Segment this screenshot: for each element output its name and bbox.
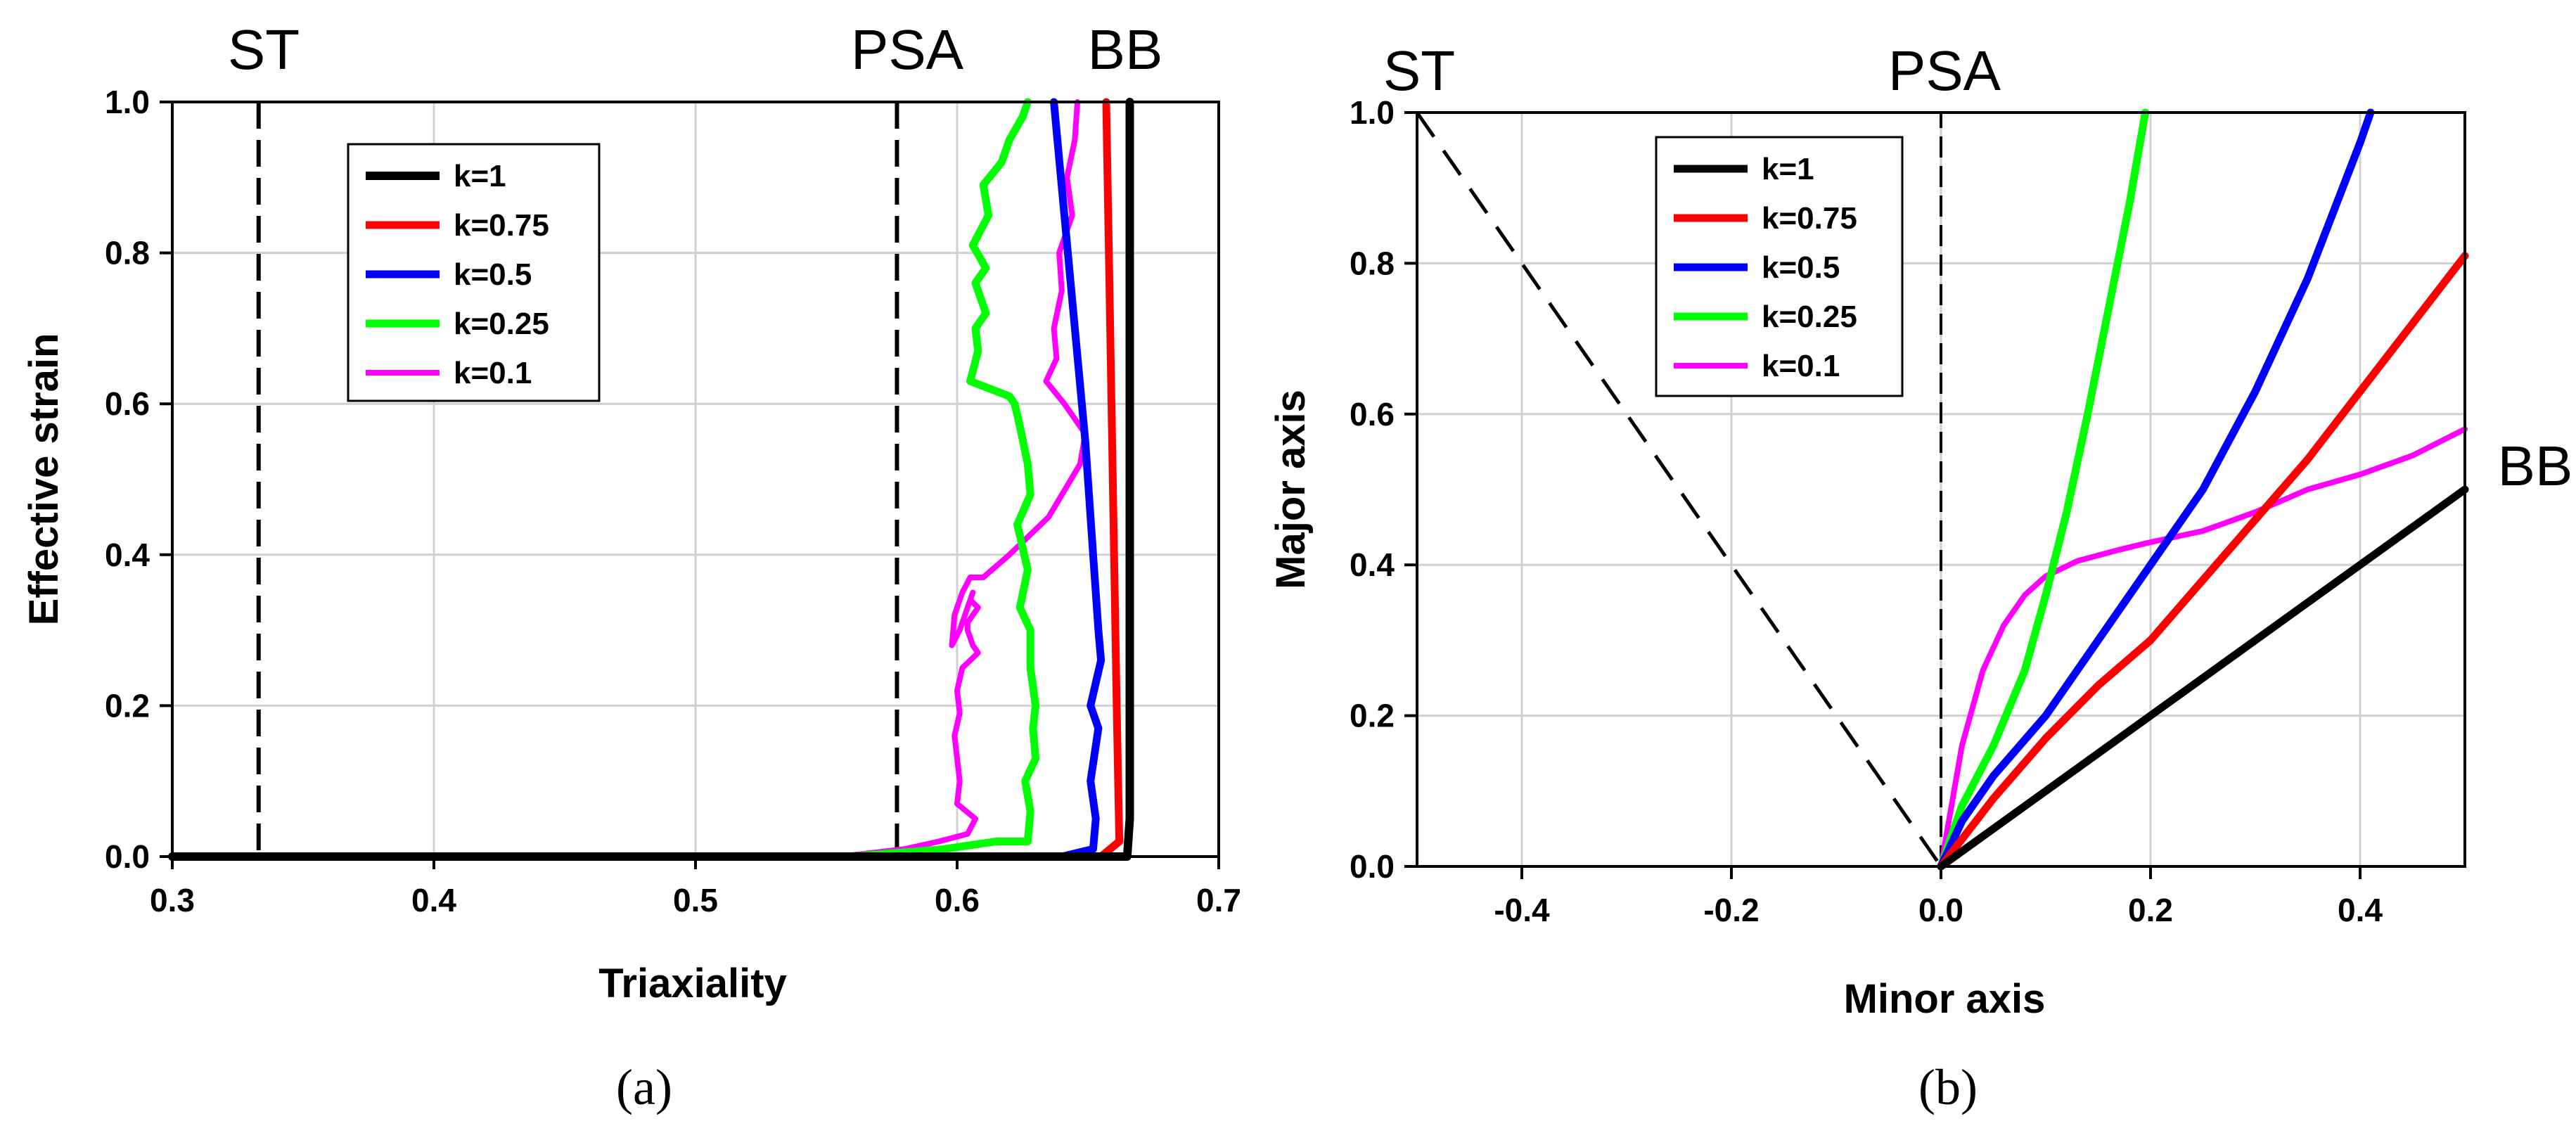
legend-label: k=0.75 (1762, 201, 1857, 236)
y-tick-label: 0.8 (1350, 245, 1395, 281)
y-axis-title: Major axis (1268, 390, 1314, 589)
y-tick-label: 0.4 (105, 537, 150, 573)
legend-label: k=0.5 (454, 257, 532, 292)
y-tick-label: 0.2 (105, 687, 150, 724)
y-tick-label: 0.8 (105, 235, 150, 271)
legend-label: k=0.75 (454, 208, 549, 243)
x-tick-label: 0.4 (411, 882, 456, 918)
y-tick-label: 0.0 (105, 838, 150, 875)
series-line-k-0-5 (1937, 108, 2375, 871)
annotation-label-st: ST (1383, 39, 1455, 102)
panel-b-chart: -0.4 -0.2 0.0 0.2 0.4 0.0 0.2 0.4 0.6 0.8 1.0ST PSA… (1268, 39, 2572, 1022)
y-tick-label: 0.0 (1350, 848, 1395, 885)
x-tick-label: -0.4 (1494, 892, 1550, 928)
annotation-label-bb: BB (2498, 435, 2573, 497)
y-tick-label: 0.2 (1350, 698, 1395, 734)
x-tick-label: 0.5 (673, 882, 718, 918)
panel-b-caption: (b) (1918, 1059, 1978, 1115)
legend-label: k=0.1 (1762, 349, 1840, 383)
series-line-k-1 (1937, 485, 2469, 871)
x-axis-title: Minor axis (1844, 976, 2046, 1022)
legend-label: k=1 (454, 159, 506, 193)
y-tick-label: 0.6 (105, 385, 150, 422)
reference-label-st: ST (228, 18, 300, 81)
series-line-k-0-1 (169, 99, 1089, 859)
series-line-k-0-5 (168, 98, 1106, 861)
y-axis-title: Effective strain (21, 333, 67, 626)
x-tick-label: 0.0 (1918, 892, 1963, 928)
y-tick-label: 0.6 (1350, 396, 1395, 433)
annotation-label-psa: PSA (1888, 39, 2001, 102)
y-tick-label: 1.0 (105, 84, 150, 120)
series-line-k-0-75 (168, 98, 1124, 861)
y-tick-label: 1.0 (1350, 94, 1395, 131)
series-line-k-0-1 (1938, 426, 2468, 869)
x-tick-label: 0.7 (1196, 882, 1241, 918)
panel-a-chart: ST PSA BB 0.3 0.4 0.5 0.6 0.7 0.0 0.2 0.4 0.6 0.8 1.0… (21, 18, 1241, 1006)
x-axis-title: Triaxiality (598, 961, 787, 1006)
legend-label: k=0.1 (454, 356, 532, 390)
legend-label: k=1 (1762, 152, 1814, 186)
y-tick-label: 0.4 (1350, 546, 1395, 583)
reference-label-psa: PSA (851, 18, 964, 81)
reference-line-st (1415, 111, 1943, 868)
series-line-k-0-25 (168, 98, 1040, 861)
panel-a-caption: (a) (616, 1059, 672, 1115)
x-tick-label: 0.2 (2128, 892, 2173, 928)
x-tick-label: 0.3 (150, 882, 195, 918)
x-tick-label: 0.4 (2338, 892, 2383, 928)
legend-label: k=0.25 (454, 307, 549, 341)
x-tick-label: 0.6 (935, 882, 980, 918)
x-tick-label: -0.2 (1703, 892, 1759, 928)
reference-label-bb: BB (1088, 18, 1163, 81)
legend-label: k=0.25 (1762, 300, 1857, 334)
series-line-k-0-75 (1937, 252, 2469, 871)
legend-label: k=0.5 (1762, 250, 1840, 285)
series-line-k-0-25 (1937, 108, 2150, 871)
